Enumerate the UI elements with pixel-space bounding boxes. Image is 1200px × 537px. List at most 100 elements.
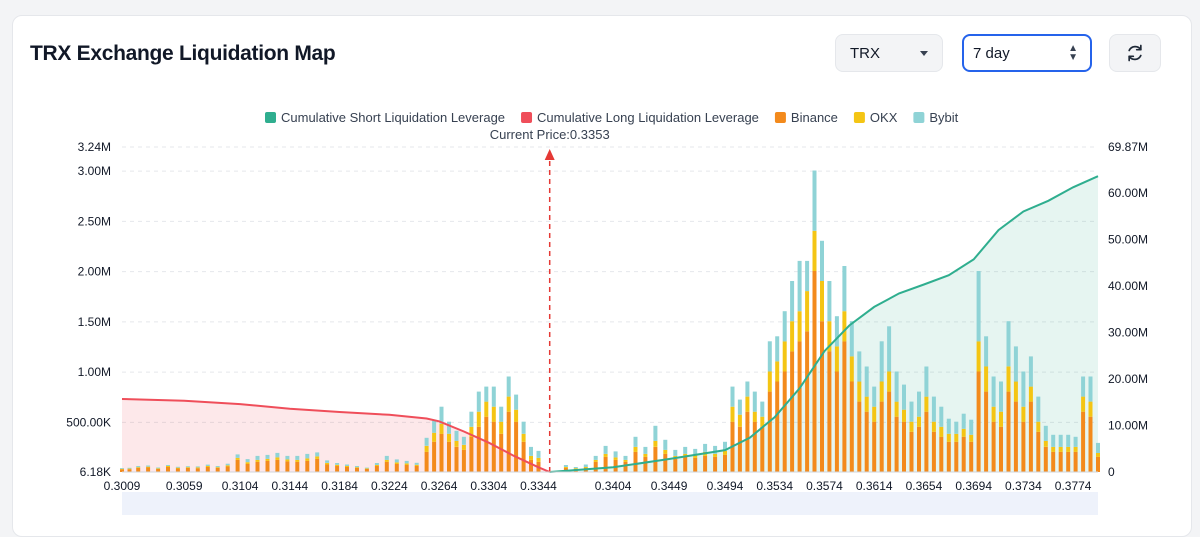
x-tick-label: 0.3654	[906, 479, 943, 493]
bar-bybit	[583, 464, 588, 467]
bar-binance	[767, 391, 772, 472]
bar-bybit	[345, 464, 349, 466]
bar-binance	[984, 391, 989, 472]
bar-bybit	[514, 394, 519, 410]
bar-bybit	[476, 391, 481, 412]
bar-binance	[491, 421, 496, 472]
bar-bybit	[872, 386, 877, 407]
bar-okx	[335, 464, 340, 466]
bar-okx	[355, 467, 359, 468]
bar-binance	[384, 461, 389, 472]
bar-bybit	[1013, 346, 1018, 382]
liquidation-chart: Current Price:0.3353 6.18K 500.00K 1.00M 1.…	[66, 110, 1148, 515]
refresh-button[interactable]	[1109, 34, 1161, 72]
bar-binance	[887, 391, 892, 472]
bar-okx	[1088, 401, 1093, 417]
bar-binance	[1028, 401, 1033, 472]
bar-bybit	[529, 446, 533, 456]
bar-binance	[1036, 431, 1041, 472]
y-right-tick-label: 50.00M	[1108, 232, 1148, 246]
bar-okx	[693, 454, 698, 458]
bar-okx	[127, 468, 132, 470]
bar-binance	[374, 466, 379, 472]
legend-swatch-okx	[853, 112, 865, 123]
y-right-tick-label: 69.87M	[1108, 140, 1148, 154]
bar-bybit	[1088, 376, 1093, 402]
long-cumulative-line	[121, 398, 551, 473]
bar-bybit	[1043, 425, 1048, 441]
bar-bybit	[969, 419, 974, 435]
legend-item-long: Cumulative Long Liquidation Leverage	[537, 110, 759, 125]
y-right-tick-label: 0	[1108, 465, 1115, 479]
bar-bybit	[1028, 356, 1033, 387]
bar-bybit	[491, 386, 496, 407]
bar-bybit	[991, 376, 996, 407]
bar-okx	[939, 426, 944, 437]
bar-binance	[1081, 411, 1086, 472]
bar-binance	[484, 416, 489, 472]
time-range-select[interactable]: 7 day ▲ ▼	[962, 34, 1092, 72]
bar-bybit	[653, 425, 658, 441]
bar-okx	[745, 396, 750, 412]
bar-bybit	[613, 451, 618, 458]
current-price-label: Current Price:0.3353	[490, 127, 610, 142]
bar-okx	[166, 466, 170, 467]
bar-binance	[723, 454, 727, 472]
bar-bybit	[499, 406, 504, 422]
x-tick-label: 0.3059	[166, 479, 203, 493]
bar-okx	[521, 433, 526, 442]
bar-bybit	[902, 384, 906, 410]
bar-okx	[827, 321, 832, 352]
bar-okx	[820, 281, 824, 322]
bar-okx	[1066, 446, 1071, 452]
x-tick-label: 0.3344	[520, 479, 557, 493]
bar-binance	[849, 381, 854, 472]
bar-binance	[827, 351, 832, 472]
bar-okx	[760, 416, 765, 427]
bar-bybit	[797, 260, 802, 312]
bar-okx	[120, 468, 124, 470]
bar-okx	[683, 453, 688, 457]
bar-okx	[265, 458, 270, 461]
bar-okx	[909, 421, 914, 432]
bar-bybit	[506, 376, 511, 397]
bar-okx	[812, 230, 817, 271]
bar-bybit	[864, 366, 869, 397]
bar-bybit	[255, 455, 260, 460]
bar-okx	[653, 440, 658, 447]
bar-okx	[946, 433, 951, 442]
bar-bybit	[364, 467, 369, 469]
bar-bybit	[775, 336, 780, 362]
x-tick-label: 0.3224	[371, 479, 408, 493]
bar-okx	[506, 396, 511, 412]
bar-okx	[623, 459, 628, 462]
bar-okx	[136, 467, 141, 468]
zoom-slider[interactable]	[122, 492, 1098, 515]
bar-bybit	[225, 463, 230, 466]
bar-bybit	[166, 465, 170, 466]
bar-binance	[185, 468, 190, 472]
current-price-arrow-icon	[544, 149, 555, 160]
bar-okx	[984, 366, 989, 392]
bar-okx	[931, 421, 936, 432]
coin-select[interactable]: TRX	[835, 34, 943, 72]
legend-item-binance: Binance	[791, 110, 838, 125]
bar-bybit	[175, 466, 180, 468]
bar-bybit	[917, 391, 921, 417]
bar-binance	[315, 458, 320, 472]
x-tick-label: 0.3734	[1005, 479, 1042, 493]
bar-binance	[1043, 446, 1048, 472]
bar-bybit	[976, 271, 981, 342]
bar-binance	[894, 416, 899, 472]
coin-select-value: TRX	[850, 44, 880, 62]
bar-bybit	[374, 463, 379, 465]
bar-okx	[573, 468, 578, 469]
bar-binance	[782, 371, 787, 472]
bar-okx	[384, 459, 389, 462]
bar-bybit	[663, 439, 668, 450]
bar-okx	[1036, 421, 1041, 432]
bar-bybit	[295, 455, 300, 460]
bar-okx	[969, 434, 974, 442]
bar-binance	[961, 436, 966, 472]
bar-bybit	[235, 454, 240, 458]
